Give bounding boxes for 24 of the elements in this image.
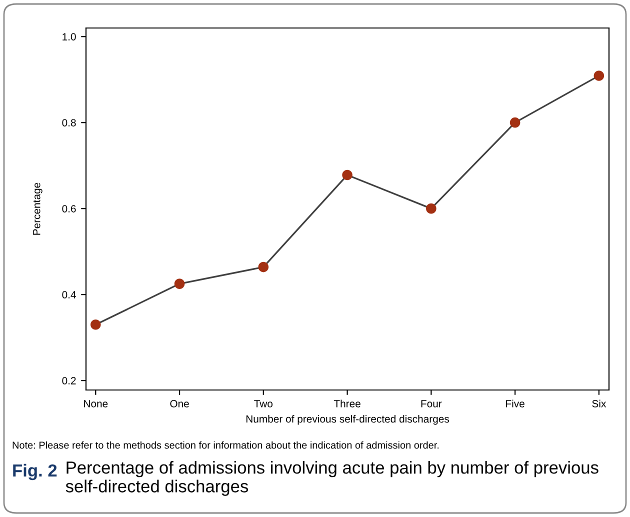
x-tick-label: Two [254, 400, 273, 408]
point [174, 278, 185, 289]
point [342, 170, 352, 180]
x-tick-label: Five [506, 400, 524, 408]
text: Percentage of admissions involving acute pain by number of previous self-directed discharges [66, 461, 598, 496]
x-tick-label: Three [334, 400, 360, 408]
y-axis-title: Percentage [33, 182, 42, 235]
x-axis-title: Number of previous self-directed discharges [246, 414, 450, 425]
point [90, 320, 101, 330]
y-tick-label: 0.2 [62, 377, 76, 384]
x-tick-label: None [84, 400, 108, 408]
y-tick-label: 0.6 [62, 205, 76, 212]
y-tick-label: 1.0 [62, 33, 76, 40]
y-tick-label: 0.4 [62, 291, 76, 298]
point [510, 117, 520, 128]
point [258, 262, 269, 272]
caption: Fig. 2 [13, 464, 57, 480]
point [594, 70, 604, 81]
x-tick-label: Six [592, 400, 606, 408]
text: Note: Please refer to the methods section for information about the indication of admission order. [12, 441, 439, 449]
y-tick-label: 0.8 [62, 119, 76, 126]
x-tick-label: Four [421, 400, 442, 408]
point [426, 203, 436, 214]
x-tick-label: One [170, 400, 189, 408]
